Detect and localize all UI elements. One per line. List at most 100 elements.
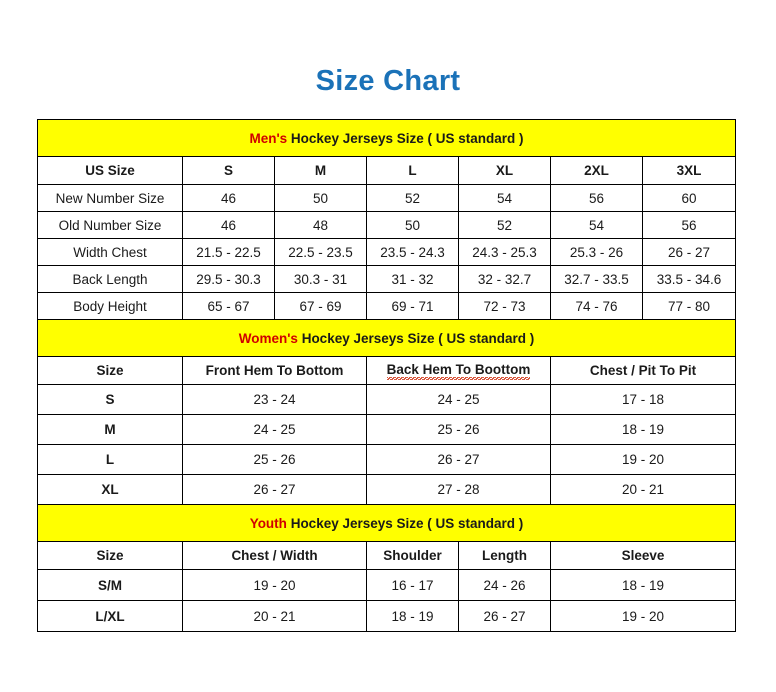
men-row-label: Body Height [37, 292, 183, 320]
women-cell: 25 - 26 [182, 444, 367, 475]
women-cell: 25 - 26 [366, 414, 551, 445]
women-header-front-hem-to-bottom: Front Hem To Bottom [182, 356, 367, 385]
section-banner-men-accent: Men's [249, 130, 288, 146]
men-row-label: New Number Size [37, 184, 183, 212]
men-cell: 56 [642, 211, 736, 239]
men-cell: 32 - 32.7 [458, 265, 551, 293]
page-title: Size Chart [315, 65, 461, 97]
men-row-label: Old Number Size [37, 211, 183, 239]
men-header-row: US Size S M L XL 2XL 3XL [37, 156, 736, 185]
men-cell: 48 [274, 211, 367, 239]
men-cell: 60 [642, 184, 736, 212]
men-header-us-size: US Size [37, 156, 183, 185]
women-cell: 20 - 21 [550, 474, 736, 505]
men-header-l: L [366, 156, 459, 185]
youth-cell: 24 - 26 [458, 569, 551, 601]
youth-header-chest-width: Chest / Width [182, 541, 367, 570]
men-header-2xl: 2XL [550, 156, 643, 185]
men-cell: 29.5 - 30.3 [182, 265, 275, 293]
youth-cell: 18 - 19 [366, 600, 459, 632]
section-banner-men-rest: Hockey Jerseys Size ( US standard ) [287, 130, 524, 146]
youth-cell: 16 - 17 [366, 569, 459, 601]
men-cell: 74 - 76 [550, 292, 643, 320]
men-cell: 25.3 - 26 [550, 238, 643, 266]
men-header-3xl: 3XL [642, 156, 736, 185]
men-cell: 54 [458, 184, 551, 212]
youth-header-length: Length [458, 541, 551, 570]
men-cell: 52 [366, 184, 459, 212]
men-cell: 50 [366, 211, 459, 239]
youth-cell: 19 - 20 [550, 600, 736, 632]
men-header-s: S [182, 156, 275, 185]
men-cell: 46 [182, 184, 275, 212]
men-cell: 65 - 67 [182, 292, 275, 320]
youth-cell: 19 - 20 [182, 569, 367, 601]
women-cell: 24 - 25 [366, 384, 551, 415]
section-banner-men-cell: Men's Hockey Jerseys Size ( US standard … [37, 119, 736, 157]
men-cell: 52 [458, 211, 551, 239]
section-banner-youth-cell: Youth Hockey Jerseys Size ( US standard … [37, 504, 736, 542]
table-row: XL 26 - 27 27 - 28 20 - 21 [37, 474, 736, 505]
women-header-chest-pit-to-pit: Chest / Pit To Pit [550, 356, 736, 385]
men-cell: 30.3 - 31 [274, 265, 367, 293]
men-header-m: M [274, 156, 367, 185]
men-cell: 22.5 - 23.5 [274, 238, 367, 266]
men-cell: 69 - 71 [366, 292, 459, 320]
youth-row-label: L/XL [37, 600, 183, 632]
women-cell: 19 - 20 [550, 444, 736, 475]
women-cell: 23 - 24 [182, 384, 367, 415]
table-row: S 23 - 24 24 - 25 17 - 18 [37, 384, 736, 415]
table-row: Old Number Size 46 48 50 52 54 56 [37, 211, 736, 239]
size-chart-table: Men's Hockey Jerseys Size ( US standard … [37, 119, 736, 632]
men-cell: 46 [182, 211, 275, 239]
section-banner-youth-accent: Youth [249, 515, 287, 531]
men-cell: 67 - 69 [274, 292, 367, 320]
women-row-label: L [37, 444, 183, 475]
women-header-size: Size [37, 356, 183, 385]
table-row: L 25 - 26 26 - 27 19 - 20 [37, 444, 736, 475]
men-header-xl: XL [458, 156, 551, 185]
youth-cell: 18 - 19 [550, 569, 736, 601]
men-cell: 32.7 - 33.5 [550, 265, 643, 293]
men-cell: 23.5 - 24.3 [366, 238, 459, 266]
men-cell: 72 - 73 [458, 292, 551, 320]
table-row: L/XL 20 - 21 18 - 19 26 - 27 19 - 20 [37, 600, 736, 632]
women-cell: 26 - 27 [366, 444, 551, 475]
women-row-label: XL [37, 474, 183, 505]
table-row: Width Chest 21.5 - 22.5 22.5 - 23.5 23.5… [37, 238, 736, 266]
section-banner-men: Men's Hockey Jerseys Size ( US standard … [37, 119, 736, 157]
youth-cell: 26 - 27 [458, 600, 551, 632]
table-row: S/M 19 - 20 16 - 17 24 - 26 18 - 19 [37, 569, 736, 601]
men-row-label: Width Chest [37, 238, 183, 266]
table-row: Body Height 65 - 67 67 - 69 69 - 71 72 -… [37, 292, 736, 320]
section-banner-women-rest: Hockey Jerseys Size ( US standard ) [297, 330, 535, 346]
misspelled-text: Back Hem To Boottom [386, 361, 531, 380]
men-cell: 33.5 - 34.6 [642, 265, 736, 293]
youth-cell: 20 - 21 [182, 600, 367, 632]
women-header-row: Size Front Hem To Bottom Back Hem To Boo… [37, 356, 736, 385]
table-row: New Number Size 46 50 52 54 56 60 [37, 184, 736, 212]
section-banner-youth-rest: Hockey Jerseys Size ( US standard ) [286, 515, 524, 531]
men-cell: 77 - 80 [642, 292, 736, 320]
men-row-label: Back Length [37, 265, 183, 293]
section-banner-youth: Youth Hockey Jerseys Size ( US standard … [37, 504, 736, 542]
men-cell: 50 [274, 184, 367, 212]
men-cell: 54 [550, 211, 643, 239]
youth-row-label: S/M [37, 569, 183, 601]
youth-header-sleeve: Sleeve [550, 541, 736, 570]
women-cell: 26 - 27 [182, 474, 367, 505]
women-cell: 18 - 19 [550, 414, 736, 445]
women-cell: 27 - 28 [366, 474, 551, 505]
men-cell: 24.3 - 25.3 [458, 238, 551, 266]
men-cell: 21.5 - 22.5 [182, 238, 275, 266]
section-banner-women-accent: Women's [238, 330, 298, 346]
section-banner-women-cell: Women's Hockey Jerseys Size ( US standar… [37, 319, 736, 357]
men-cell: 31 - 32 [366, 265, 459, 293]
women-cell: 24 - 25 [182, 414, 367, 445]
men-cell: 26 - 27 [642, 238, 736, 266]
youth-header-row: Size Chest / Width Shoulder Length Sleev… [37, 541, 736, 570]
women-row-label: M [37, 414, 183, 445]
table-row: Back Length 29.5 - 30.3 30.3 - 31 31 - 3… [37, 265, 736, 293]
table-row: M 24 - 25 25 - 26 18 - 19 [37, 414, 736, 445]
